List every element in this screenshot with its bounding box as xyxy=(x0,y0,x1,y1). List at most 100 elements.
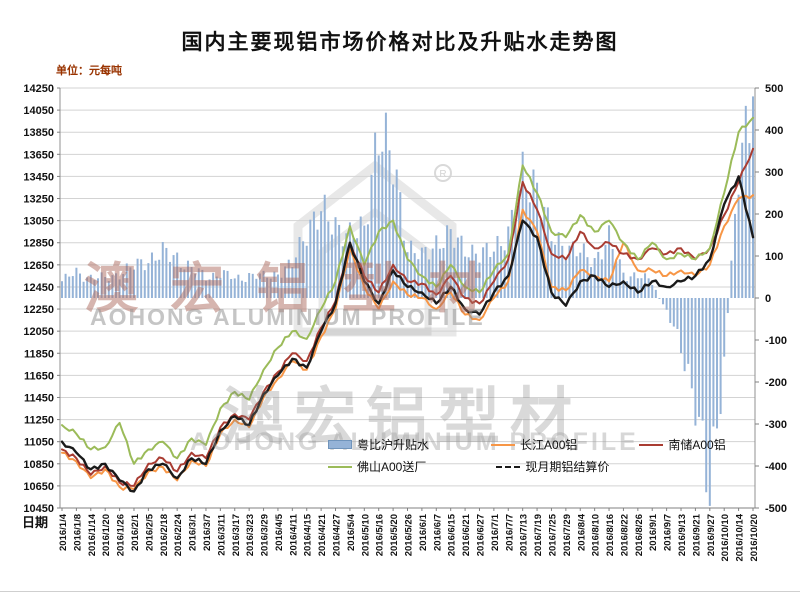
premium-bar xyxy=(240,280,243,298)
premium-bar xyxy=(510,209,513,298)
x-axis-tick-label: 2016/5/26 xyxy=(404,514,415,556)
x-axis-tick-label: 2016/4/11 xyxy=(288,513,299,555)
premium-bar xyxy=(140,259,143,298)
legend-row-2: 佛山A00送厂 现月期铝结算价 xyxy=(328,458,609,475)
premium-bar xyxy=(204,280,207,298)
x-axis-tick-label: 2016/4/27 xyxy=(332,514,343,556)
premium-bar xyxy=(539,219,542,298)
premium-bar xyxy=(636,278,639,298)
premium-bar xyxy=(413,253,416,298)
right-axis-tick-label: -300 xyxy=(765,419,787,431)
premium-bar xyxy=(165,247,168,298)
right-axis-tick-label: 300 xyxy=(765,167,783,179)
x-axis-tick-label: 2016/9/21 xyxy=(691,513,702,556)
left-axis-tick-label: 12050 xyxy=(23,326,54,338)
premium-bar xyxy=(298,237,301,298)
right-axis-tick-label: -200 xyxy=(765,377,787,389)
left-axis-tick-label: 11250 xyxy=(24,415,54,427)
premium-bar xyxy=(597,251,600,298)
premium-bar xyxy=(690,298,693,389)
premium-bar xyxy=(708,298,711,506)
premium-bar xyxy=(168,261,171,298)
x-axis-tick-label: 2016/7/1 xyxy=(490,513,501,551)
x-axis-title: 日期 xyxy=(22,515,49,530)
premium-bar xyxy=(669,298,672,323)
x-axis-tick-label: 2016/7/13 xyxy=(519,514,530,556)
premium-bar xyxy=(273,271,276,298)
premium-bar xyxy=(154,260,157,298)
premium-bar xyxy=(590,267,593,298)
left-axis-tick-label: 10650 xyxy=(23,481,54,493)
left-axis-tick-label: 10850 xyxy=(23,459,54,471)
premium-bar xyxy=(158,259,161,298)
premium-bar xyxy=(406,252,409,298)
premium-bar xyxy=(647,278,650,298)
premium-bar xyxy=(287,259,290,298)
premium-bar xyxy=(366,224,369,298)
left-axis-tick-label: 13850 xyxy=(23,127,54,139)
premium-bar xyxy=(107,281,110,298)
legend-item-premium: 粤比沪升贴水 xyxy=(328,436,429,453)
x-axis-tick-label: 2016/8/10 xyxy=(591,514,602,556)
premium-bar xyxy=(93,280,96,298)
left-axis-tick-label: 13050 xyxy=(23,216,54,228)
premium-bar xyxy=(467,257,470,298)
premium-bar xyxy=(190,267,193,298)
x-axis-tick-label: 2016/1/14 xyxy=(87,513,98,556)
premium-bar xyxy=(237,274,240,298)
premium-bar xyxy=(330,234,333,298)
x-axis-tick-label: 2016/2/5 xyxy=(144,513,155,551)
x-axis-tick-label: 2016/1/20 xyxy=(101,514,112,556)
premium-bar xyxy=(179,268,182,298)
premium-bar xyxy=(276,274,279,298)
legend-label-settle: 现月期铝结算价 xyxy=(525,460,610,474)
premium-bar xyxy=(705,298,708,493)
x-axis-tick-label: 2016/9/27 xyxy=(706,514,717,556)
premium-bar xyxy=(248,273,251,298)
legend-swatch-changjiang xyxy=(491,443,516,446)
premium-bar xyxy=(132,269,135,298)
premium-bar xyxy=(370,174,373,298)
premium-bar xyxy=(464,256,467,298)
premium-bar xyxy=(230,278,233,298)
legend-item-foshan: 佛山A00送厂 xyxy=(328,458,426,475)
premium-bar xyxy=(665,298,668,310)
premium-bar xyxy=(305,245,308,298)
premium-bar xyxy=(125,263,128,298)
premium-bar xyxy=(381,151,384,298)
premium-bar xyxy=(564,259,567,298)
premium-bar xyxy=(604,244,607,298)
premium-bar xyxy=(320,211,323,298)
premium-bar xyxy=(543,206,546,298)
legend-label-changjiang: 长江A00铝 xyxy=(520,438,578,452)
premium-bar xyxy=(744,105,747,298)
right-axis-tick-label: 200 xyxy=(765,209,783,221)
premium-bar xyxy=(374,132,377,298)
premium-bar xyxy=(269,278,272,298)
premium-bar xyxy=(507,226,510,298)
left-axis-tick-label: 12450 xyxy=(23,282,54,294)
premium-bar xyxy=(453,247,456,298)
x-axis-tick-label: 2016/9/13 xyxy=(677,514,688,556)
premium-bar xyxy=(114,273,117,298)
premium-bar xyxy=(384,112,387,298)
x-axis-tick-label: 2016/7/7 xyxy=(504,514,515,551)
premium-bar xyxy=(633,272,636,298)
premium-bar xyxy=(291,267,294,298)
premium-bar xyxy=(201,269,204,298)
premium-bar xyxy=(651,285,654,298)
x-axis-tick-label: 2016/3/29 xyxy=(260,514,271,556)
left-axis-tick-label: 14250 xyxy=(23,83,54,95)
premium-bar xyxy=(446,225,449,298)
legend-item-settle: 现月期铝结算价 xyxy=(496,458,609,475)
premium-bar xyxy=(723,298,726,357)
premium-bar xyxy=(161,241,164,298)
x-axis-tick-label: 2016/7/19 xyxy=(533,514,544,556)
premium-bar xyxy=(456,237,459,298)
premium-bar xyxy=(284,266,287,298)
x-axis-tick-label: 2016/1/4 xyxy=(58,513,69,551)
premium-bar xyxy=(78,273,81,298)
x-axis-tick-label: 2016/5/4 xyxy=(346,513,357,551)
